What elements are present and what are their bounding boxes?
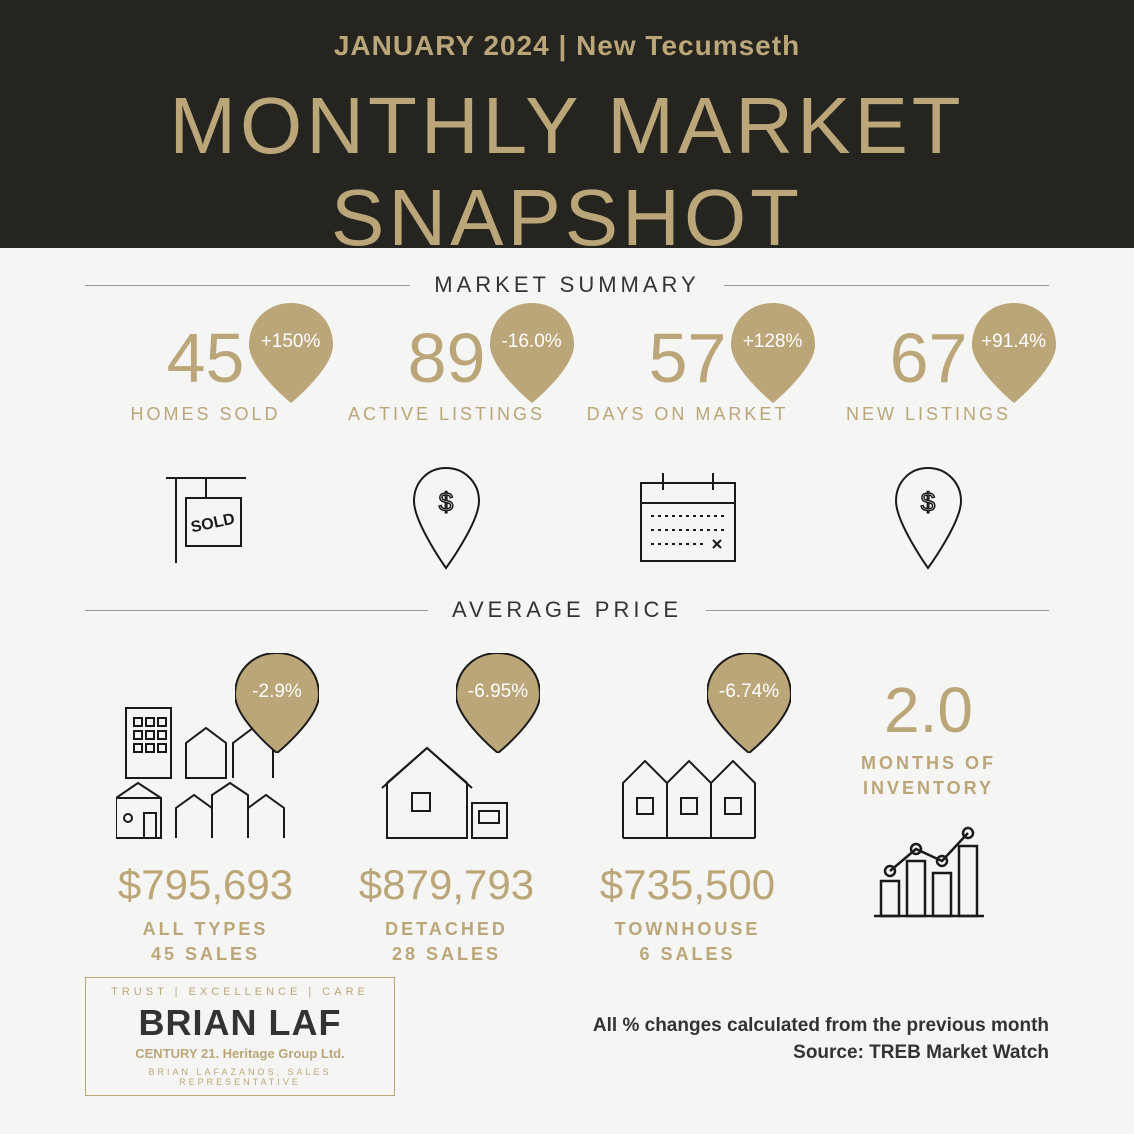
change-pin: +150%: [249, 303, 333, 403]
chart-icon: [808, 821, 1049, 921]
logo-sub: CENTURY 21. Heritage Group Ltd.: [100, 1046, 380, 1061]
inventory-value: 2.0: [808, 673, 1049, 747]
inventory-label: MONTHS OF INVENTORY: [808, 751, 1049, 801]
footnote: All % changes calculated from the previo…: [593, 1013, 1049, 1096]
divider-line: [706, 610, 1049, 611]
summary-active-listings: 89 -16.0% ACTIVE LISTINGS $: [326, 318, 567, 573]
dollar-pin-icon: $: [326, 463, 567, 573]
divider-line: [85, 285, 410, 286]
summary-new-listings: 67 +91.4% NEW LISTINGS $: [808, 318, 1049, 573]
svg-text:SOLD: SOLD: [189, 511, 236, 537]
logo-tagline: TRUST | EXCELLENCE | CARE: [100, 986, 380, 998]
price-label: ALL TYPES 45 SALES: [85, 917, 326, 967]
change-value: +91.4%: [972, 331, 1056, 353]
section-label: AVERAGE PRICE: [428, 597, 706, 623]
change-value: -6.74%: [707, 681, 791, 703]
price-label: TOWNHOUSE 6 SALES: [567, 917, 808, 967]
townhouse-icon: -6.74%: [567, 653, 808, 843]
divider-line: [724, 285, 1049, 286]
price-value: $735,500: [567, 861, 808, 909]
change-pin: -2.9%: [235, 653, 319, 753]
change-pin: +91.4%: [972, 303, 1056, 403]
inventory-item: 2.0 MONTHS OF INVENTORY: [808, 653, 1049, 967]
summary-label: HOMES SOLD: [85, 404, 326, 425]
summary-days-on-market: 57 +128% DAYS ON MARKET: [567, 318, 808, 573]
change-pin: -6.74%: [707, 653, 791, 753]
price-grid: -2.9% $795,693: [85, 643, 1049, 967]
price-all-types: -2.9% $795,693: [85, 653, 326, 967]
section-label: MARKET SUMMARY: [410, 272, 723, 298]
summary-value: 45: [167, 318, 245, 398]
logo-rep: BRIAN LAFAZANOS, SALES REPRESENTATIVE: [100, 1067, 380, 1087]
detached-icon: -6.95%: [326, 653, 567, 843]
sold-sign-icon: SOLD: [85, 463, 326, 573]
logo-box: TRUST | EXCELLENCE | CARE BRIAN LAF CENT…: [85, 977, 395, 1096]
section-header-summary: MARKET SUMMARY: [85, 272, 1049, 298]
section-header-price: AVERAGE PRICE: [85, 597, 1049, 623]
header-date: JANUARY 2024 | New Tecumseth: [0, 30, 1134, 62]
summary-grid: 45 +150% HOMES SOLD SOLD 89: [85, 318, 1049, 573]
all-types-icon: -2.9%: [85, 653, 326, 843]
header-title: MONTHLY MARKET SNAPSHOT: [0, 80, 1134, 264]
price-detached: -6.95% $879,793 DETACHED 28 SALES: [326, 653, 567, 967]
price-value: $795,693: [85, 861, 326, 909]
summary-value: 89: [408, 318, 486, 398]
summary-label: NEW LISTINGS: [808, 404, 1049, 425]
price-label: DETACHED 28 SALES: [326, 917, 567, 967]
change-pin: -16.0%: [490, 303, 574, 403]
summary-value: 57: [649, 318, 727, 398]
summary-label: DAYS ON MARKET: [567, 404, 808, 425]
change-value: -16.0%: [490, 331, 574, 353]
market-summary-section: MARKET SUMMARY 45 +150% HOMES SOLD SOLD: [0, 272, 1134, 967]
header: JANUARY 2024 | New Tecumseth MONTHLY MAR…: [0, 0, 1134, 248]
summary-homes-sold: 45 +150% HOMES SOLD SOLD: [85, 318, 326, 573]
change-value: +150%: [249, 331, 333, 353]
summary-value: 67: [890, 318, 968, 398]
dollar-pin-icon: $: [808, 463, 1049, 573]
calendar-icon: [567, 463, 808, 573]
svg-text:$: $: [439, 487, 454, 517]
price-townhouse: -6.74% $735,500 TOWNHOUSE 6 SALES: [567, 653, 808, 967]
summary-label: ACTIVE LISTINGS: [326, 404, 567, 425]
change-value: -2.9%: [235, 681, 319, 703]
change-value: -6.95%: [456, 681, 540, 703]
price-value: $879,793: [326, 861, 567, 909]
change-pin: -6.95%: [456, 653, 540, 753]
footer: TRUST | EXCELLENCE | CARE BRIAN LAF CENT…: [0, 967, 1134, 1096]
svg-text:$: $: [921, 487, 936, 517]
divider-line: [85, 610, 428, 611]
change-pin: +128%: [731, 303, 815, 403]
change-value: +128%: [731, 331, 815, 353]
logo-name: BRIAN LAF: [100, 1002, 380, 1044]
